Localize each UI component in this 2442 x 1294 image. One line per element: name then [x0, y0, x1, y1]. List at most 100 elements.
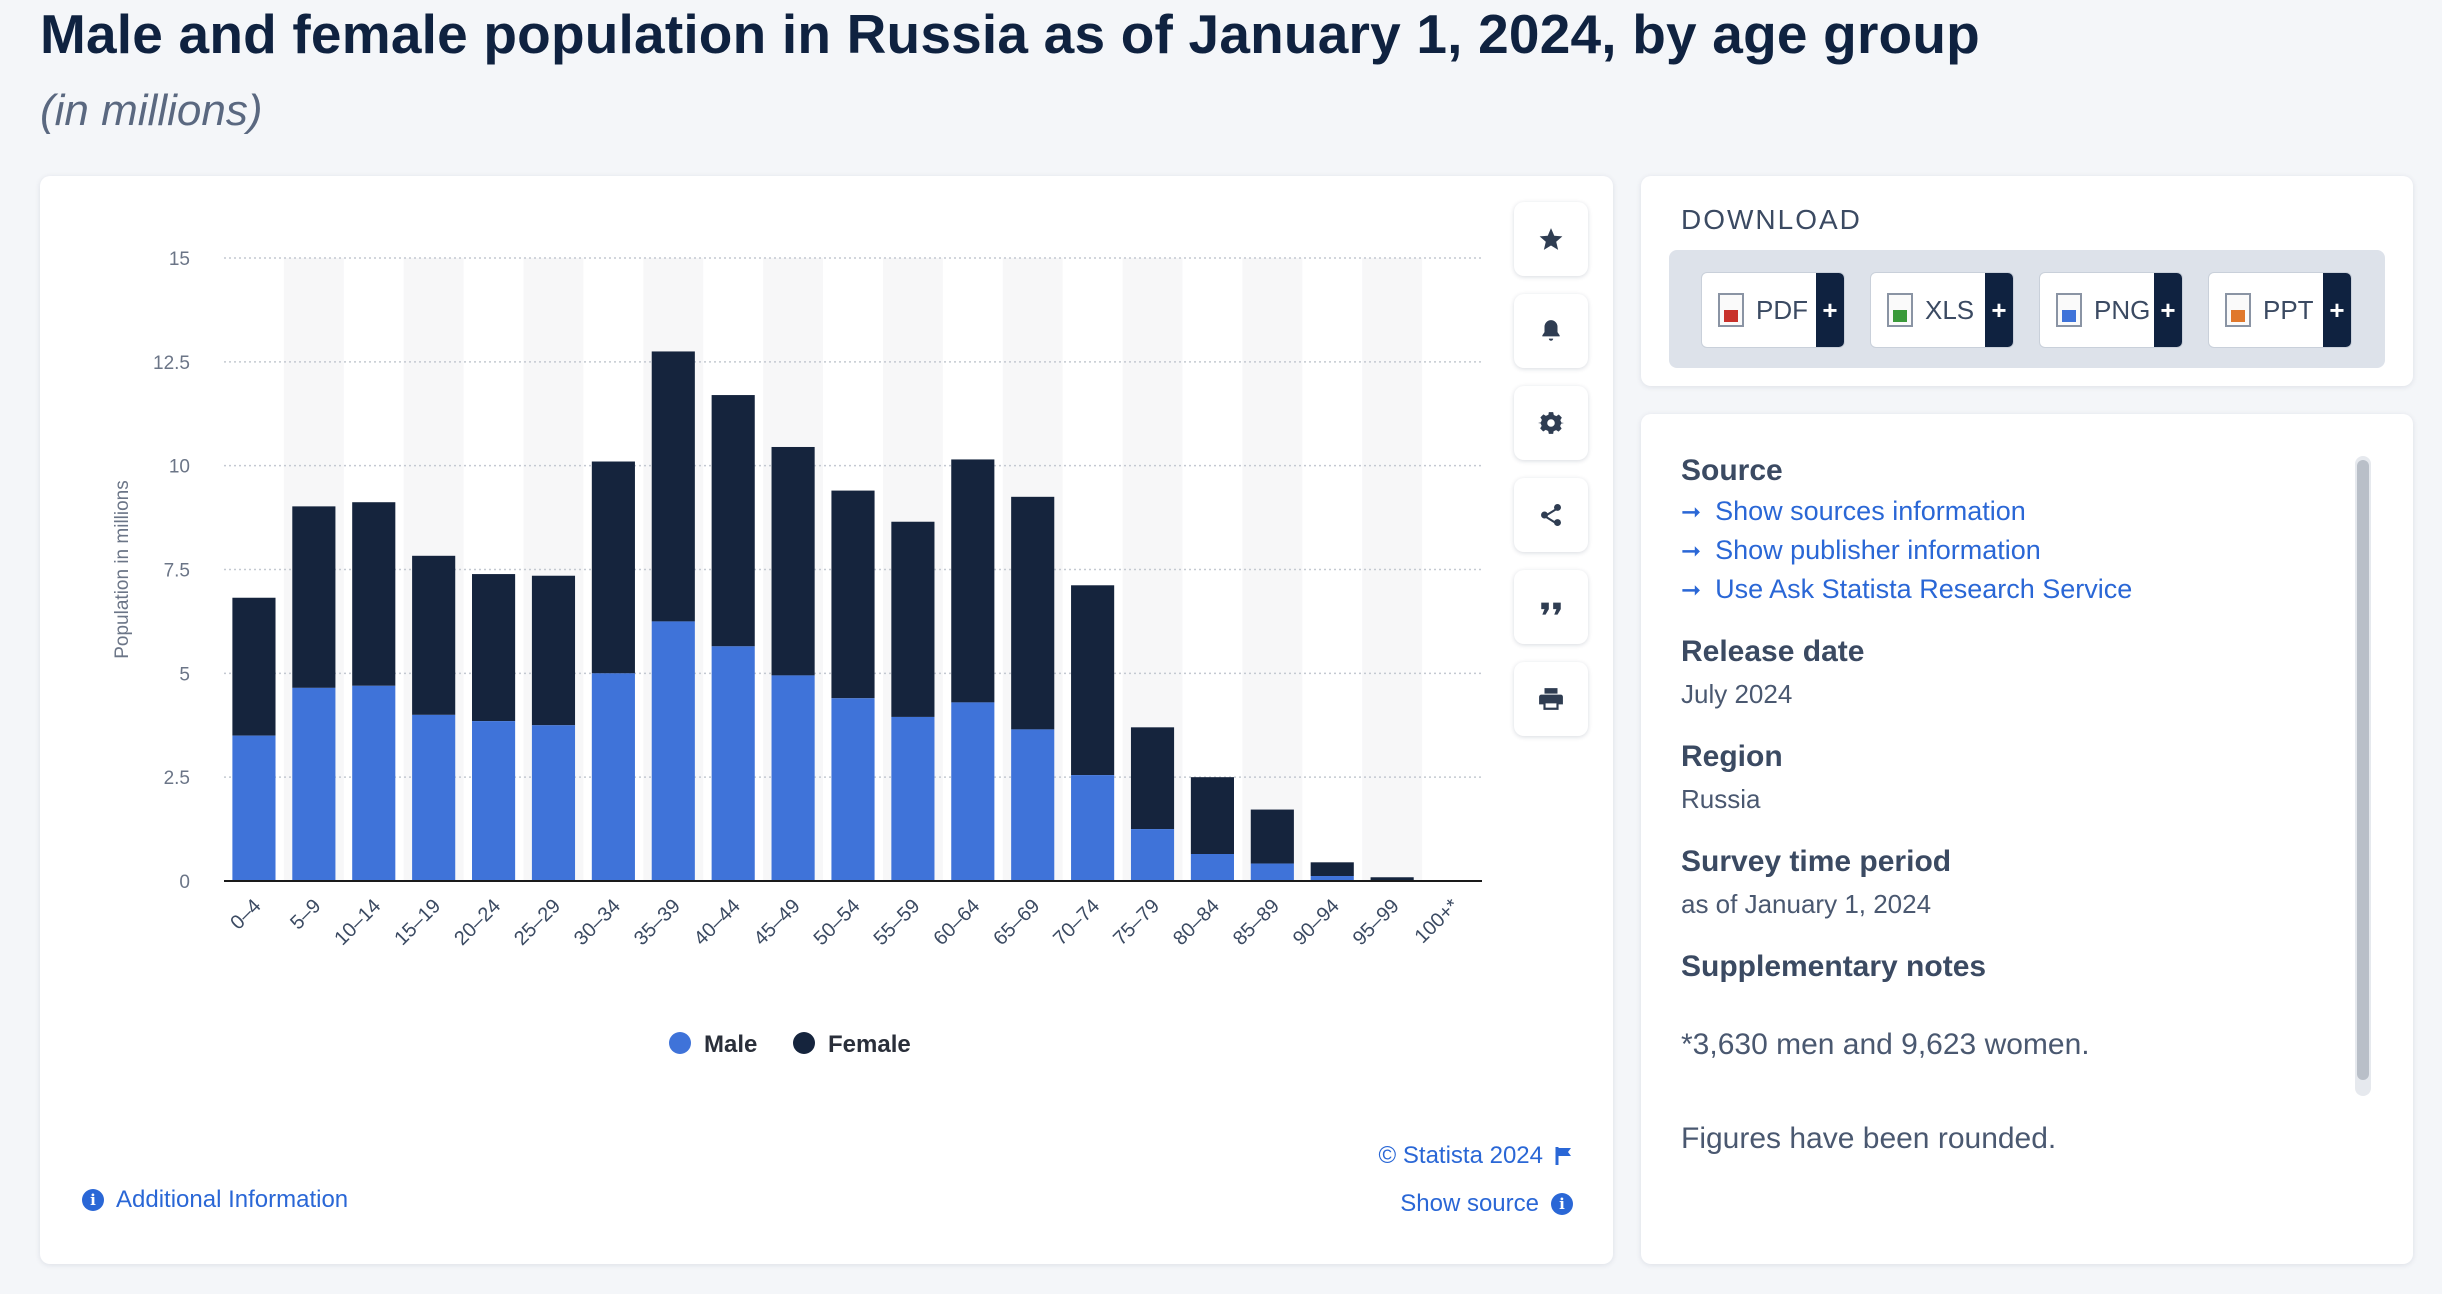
x-tick-label: 65–69: [989, 895, 1044, 950]
show-source-link[interactable]: Show source i: [1400, 1190, 1573, 1218]
region-heading: Region: [1681, 740, 1783, 773]
citation-button[interactable]: [1514, 570, 1588, 644]
x-tick-label: 5–9: [286, 895, 325, 934]
bar-female: [1250, 809, 1294, 864]
additional-information-link[interactable]: i Additional Information: [82, 1186, 348, 1214]
y-tick-label: 0: [179, 872, 190, 893]
download-heading: DOWNLOAD: [1681, 204, 1862, 235]
pdf-file-icon: [1718, 293, 1744, 327]
x-tick-label: 25–29: [510, 895, 565, 950]
y-tick-label: 12.5: [153, 353, 190, 374]
release-date-heading: Release date: [1681, 635, 1865, 668]
bar-female: [591, 461, 635, 674]
x-tick-label: 85–89: [1229, 895, 1284, 950]
x-tick-label: 60–64: [929, 895, 984, 950]
y-tick-label: 2.5: [164, 768, 190, 789]
plus-icon: +: [1816, 273, 1844, 347]
favorite-button[interactable]: [1514, 202, 1588, 276]
download-xls-button[interactable]: XLS +: [1870, 272, 2014, 348]
y-tick-label: 5: [179, 664, 190, 685]
settings-button[interactable]: [1514, 386, 1588, 460]
plus-icon: +: [2323, 273, 2351, 347]
arrow-right-icon: ➞: [1681, 536, 1702, 565]
chart-card: 0 2.5 5 7.5 10 12.5 15 Population in millions 0–…: [40, 176, 1613, 1264]
bar-female: [651, 351, 695, 622]
x-tick-label: 0–4: [226, 895, 265, 934]
bar-female: [1011, 496, 1055, 730]
release-date-value: July 2024: [1681, 679, 1793, 709]
y-tick-label: 10: [169, 457, 190, 478]
x-tick-label: 55–59: [870, 895, 925, 950]
x-tick-label: 45–49: [750, 895, 805, 950]
bar-male: [1130, 829, 1175, 881]
printer-icon: [1539, 688, 1563, 710]
star-icon: [1539, 228, 1563, 250]
x-tick-label: 80–84: [1169, 895, 1224, 950]
legend-male-label: Male: [704, 1031, 757, 1058]
bar-female: [771, 446, 815, 676]
bar-female: [831, 490, 875, 699]
survey-period-heading: Survey time period: [1681, 845, 1952, 878]
bar-female: [352, 502, 396, 686]
region-value: Russia: [1681, 784, 1761, 814]
x-tick-label: 35–39: [630, 895, 685, 950]
bar-female: [1190, 777, 1234, 855]
info-scrollbar[interactable]: [2355, 456, 2371, 1096]
download-card: DOWNLOAD PDF + XLS + PNG + PPT +: [1641, 176, 2413, 386]
quote-icon: [1541, 602, 1561, 615]
info-icon: i: [1551, 1193, 1573, 1215]
print-button[interactable]: [1514, 662, 1588, 736]
x-tick-label: 10–14: [330, 895, 385, 950]
png-file-icon: [2056, 293, 2082, 327]
bar-female: [951, 459, 995, 703]
bar-female: [891, 521, 935, 717]
x-tick-label: 75–79: [1109, 895, 1164, 950]
x-tick-label: 100+*: [1411, 895, 1464, 948]
statista-credit-link[interactable]: © Statista 2024: [1379, 1142, 1573, 1170]
supplementary-note: *3,630 men and 9,623 women.: [1681, 1028, 2090, 1061]
xls-file-icon: [1887, 293, 1913, 327]
arrow-right-icon: ➞: [1681, 575, 1702, 604]
download-png-button[interactable]: PNG +: [2039, 272, 2183, 348]
bar-male: [412, 714, 456, 881]
share-button[interactable]: [1514, 478, 1588, 552]
bar-female: [1071, 585, 1115, 776]
x-tick-label: 40–44: [690, 895, 745, 950]
bar-female: [412, 555, 456, 715]
x-tick-label: 70–74: [1049, 895, 1104, 950]
x-tick-label: 90–94: [1289, 895, 1344, 950]
show-sources-label: Show sources information: [1715, 496, 2026, 526]
show-publisher-link[interactable]: ➞ Show publisher information: [1681, 535, 2341, 566]
show-sources-link[interactable]: ➞ Show sources information: [1681, 496, 2341, 527]
page-subtitle: (in millions): [40, 86, 263, 135]
bar-male: [1071, 775, 1115, 881]
research-service-link[interactable]: ➞ Use Ask Statista Research Service: [1681, 574, 2341, 605]
statista-credit-label: © Statista 2024: [1378, 1142, 1543, 1169]
survey-period-value: as of January 1, 2024: [1681, 889, 1932, 919]
gear-icon: [1538, 412, 1564, 434]
bar-male: [1250, 863, 1294, 881]
legend-female-label: Female: [828, 1031, 911, 1058]
legend-male-swatch: [669, 1032, 691, 1054]
scrollbar-thumb[interactable]: [2357, 460, 2369, 1080]
download-pdf-label: PDF: [1756, 294, 1808, 325]
x-tick-label: 30–34: [570, 895, 625, 950]
bar-male: [591, 673, 635, 881]
bar-female: [232, 597, 276, 736]
download-ppt-label: PPT: [2263, 294, 2314, 325]
download-ppt-button[interactable]: PPT +: [2208, 272, 2352, 348]
arrow-right-icon: ➞: [1681, 497, 1702, 526]
show-source-label: Show source: [1400, 1190, 1539, 1217]
download-pdf-button[interactable]: PDF +: [1701, 272, 1845, 348]
bar-male: [831, 698, 875, 881]
bar-male: [651, 621, 695, 881]
bar-male: [232, 735, 276, 881]
source-heading: Source: [1681, 454, 1783, 487]
bar-female: [711, 395, 755, 647]
column-band: [1362, 258, 1423, 881]
download-xls-label: XLS: [1925, 294, 1975, 325]
plus-icon: +: [1985, 273, 2013, 347]
bar-male: [1310, 876, 1354, 881]
bar-male: [771, 675, 815, 881]
notification-button[interactable]: [1514, 294, 1588, 368]
